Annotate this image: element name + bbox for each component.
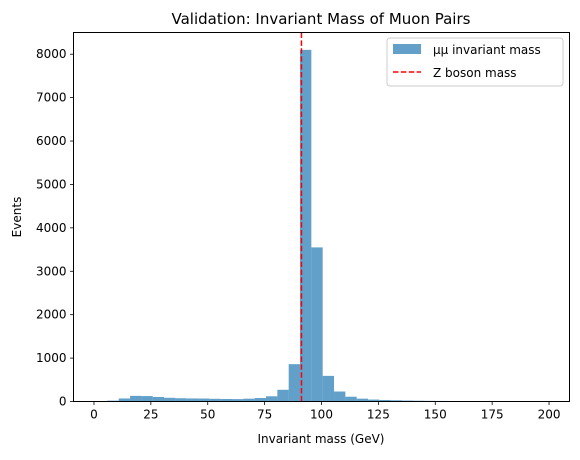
legend: μμ invariant mass Z boson mass: [387, 38, 563, 86]
y-tick-label: 8000: [36, 47, 67, 61]
x-tick-label: 175: [481, 408, 504, 422]
legend-label-histogram: μμ invariant mass: [433, 43, 541, 57]
x-tick-label: 125: [367, 408, 390, 422]
chart-title: Validation: Invariant Mass of Muon Pairs: [172, 10, 471, 28]
y-axis-ticks: 0 1000 2000 3000 4000 5000 6000 7000 8000: [36, 47, 74, 408]
histogram-bar: [311, 247, 322, 401]
histogram-bar: [153, 397, 164, 402]
x-tick-label: 50: [200, 408, 215, 422]
y-tick-label: 1000: [36, 351, 67, 365]
histogram-bar: [164, 398, 175, 402]
histogram-bar: [323, 376, 334, 402]
y-tick-label: 5000: [36, 177, 67, 191]
legend-swatch-histogram: [393, 44, 421, 54]
y-tick-label: 6000: [36, 134, 67, 148]
histogram-bar: [345, 397, 356, 402]
y-tick-label: 0: [59, 395, 67, 409]
x-tick-label: 25: [143, 408, 158, 422]
x-axis-ticks: 0 25 50 75 100 125 150 175 200: [90, 402, 560, 422]
y-tick-label: 4000: [36, 221, 67, 235]
histogram-bar: [266, 396, 277, 401]
x-tick-label: 0: [90, 408, 98, 422]
histogram-bar: [255, 398, 266, 401]
y-tick-label: 7000: [36, 91, 67, 105]
x-axis-label: Invariant mass (GeV): [258, 432, 385, 446]
histogram-bar: [334, 392, 345, 402]
y-axis-label: Events: [10, 197, 24, 238]
bars-layer: [107, 50, 549, 402]
y-tick-label: 2000: [36, 308, 67, 322]
histogram-bar: [141, 396, 152, 401]
x-tick-label: 200: [538, 408, 561, 422]
y-tick-label: 3000: [36, 264, 67, 278]
x-tick-label: 100: [310, 408, 333, 422]
legend-label-z-boson: Z boson mass: [433, 66, 517, 80]
histogram-bar: [130, 396, 141, 402]
x-tick-label: 150: [424, 408, 447, 422]
histogram-bar: [277, 390, 288, 402]
histogram-bar: [289, 364, 300, 401]
x-tick-label: 75: [257, 408, 272, 422]
